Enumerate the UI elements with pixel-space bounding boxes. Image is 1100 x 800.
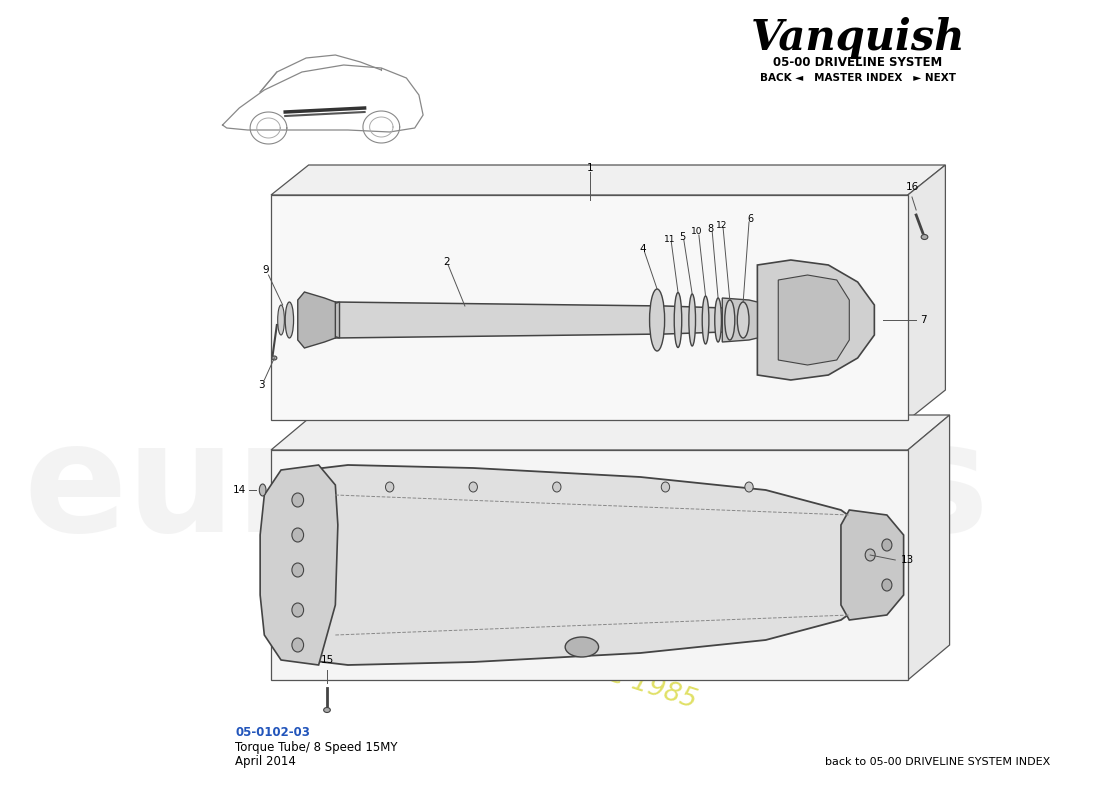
Ellipse shape (323, 707, 330, 713)
Text: April 2014: April 2014 (235, 755, 296, 769)
Text: 9: 9 (263, 265, 270, 275)
Ellipse shape (715, 298, 722, 342)
Circle shape (292, 493, 304, 507)
Ellipse shape (260, 484, 266, 496)
Circle shape (882, 579, 892, 591)
Polygon shape (779, 275, 849, 365)
Polygon shape (336, 302, 724, 338)
Circle shape (866, 549, 876, 561)
Ellipse shape (565, 637, 598, 657)
Polygon shape (298, 292, 336, 348)
Text: 13: 13 (901, 555, 914, 565)
Text: 3: 3 (258, 380, 265, 390)
Circle shape (292, 603, 304, 617)
Polygon shape (271, 195, 908, 420)
Polygon shape (840, 510, 903, 620)
Circle shape (292, 638, 304, 652)
Text: 05-00 DRIVELINE SYSTEM: 05-00 DRIVELINE SYSTEM (773, 55, 943, 69)
Circle shape (292, 528, 304, 542)
Text: Vanquish: Vanquish (750, 17, 965, 59)
Polygon shape (271, 415, 949, 450)
Polygon shape (908, 165, 945, 420)
Ellipse shape (272, 356, 277, 360)
Ellipse shape (921, 234, 927, 239)
Circle shape (745, 482, 754, 492)
Circle shape (661, 482, 670, 492)
Polygon shape (908, 415, 949, 680)
Polygon shape (315, 302, 340, 338)
Text: a passion for parts since 1985: a passion for parts since 1985 (314, 566, 700, 714)
Ellipse shape (737, 302, 749, 338)
Ellipse shape (689, 294, 695, 346)
Ellipse shape (725, 300, 735, 340)
Text: 11: 11 (664, 234, 675, 243)
Text: 1: 1 (587, 163, 594, 173)
Polygon shape (271, 450, 908, 680)
Polygon shape (260, 465, 338, 665)
Text: 7: 7 (921, 315, 927, 325)
Text: 14: 14 (233, 485, 246, 495)
Text: eurospares: eurospares (24, 415, 990, 565)
Text: 6: 6 (748, 214, 754, 224)
Polygon shape (280, 465, 882, 665)
Text: 15: 15 (320, 655, 333, 665)
Circle shape (385, 482, 394, 492)
Ellipse shape (277, 305, 285, 335)
Text: 5: 5 (679, 232, 685, 242)
Ellipse shape (285, 302, 294, 338)
Text: 8: 8 (707, 224, 714, 234)
Text: BACK ◄   MASTER INDEX   ► NEXT: BACK ◄ MASTER INDEX ► NEXT (760, 73, 956, 83)
Polygon shape (723, 298, 758, 342)
Text: 12: 12 (716, 221, 727, 230)
Text: 16: 16 (905, 182, 918, 192)
Text: back to 05-00 DRIVELINE SYSTEM INDEX: back to 05-00 DRIVELINE SYSTEM INDEX (825, 757, 1049, 767)
Polygon shape (758, 260, 875, 380)
Circle shape (552, 482, 561, 492)
Text: Torque Tube/ 8 Speed 15MY: Torque Tube/ 8 Speed 15MY (235, 742, 397, 754)
Circle shape (882, 539, 892, 551)
Circle shape (292, 563, 304, 577)
Ellipse shape (702, 296, 708, 344)
Text: 2: 2 (443, 257, 450, 267)
Circle shape (469, 482, 477, 492)
Polygon shape (271, 165, 945, 195)
Text: 05-0102-03: 05-0102-03 (235, 726, 310, 739)
Text: 10: 10 (692, 227, 703, 237)
Ellipse shape (674, 293, 682, 347)
Ellipse shape (650, 289, 664, 351)
Text: 4: 4 (639, 244, 646, 254)
